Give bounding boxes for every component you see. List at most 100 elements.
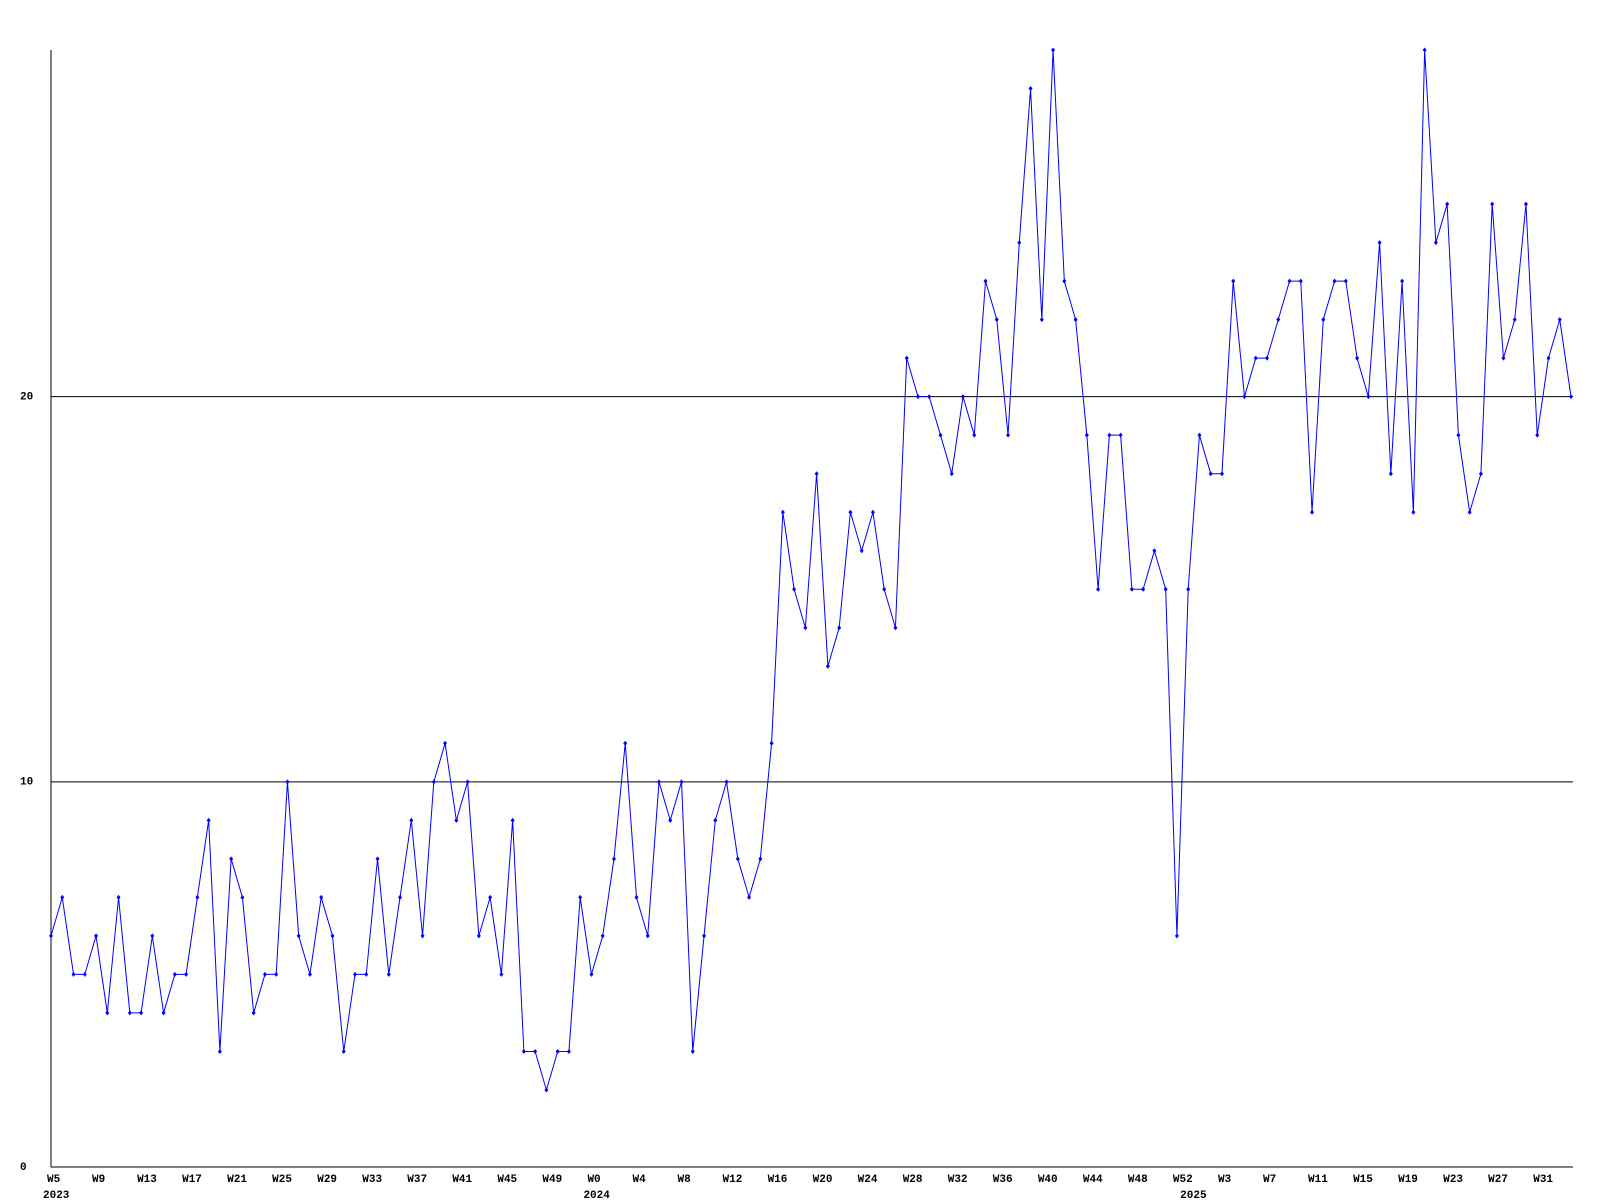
data-point <box>792 586 797 592</box>
data-point <box>94 933 99 939</box>
data-point <box>71 971 76 977</box>
x-tick-label: W4 <box>632 1174 646 1186</box>
data-point <box>139 1010 144 1016</box>
data-point <box>105 1010 110 1016</box>
x-tick-label: W7 <box>1263 1174 1276 1186</box>
data-point <box>803 625 808 631</box>
data-point <box>983 278 988 284</box>
data-point <box>1039 317 1044 323</box>
data-point <box>476 933 481 939</box>
data-point <box>172 971 177 977</box>
x-tick-label: W29 <box>317 1174 337 1186</box>
x-tick-label: W0 <box>587 1174 600 1186</box>
data-point <box>60 894 65 900</box>
x-tick-label: W41 <box>452 1174 472 1186</box>
data-point <box>229 856 234 862</box>
data-point <box>1276 317 1281 323</box>
data-point <box>1118 432 1123 438</box>
data-point <box>1400 278 1405 284</box>
data-point <box>375 856 380 862</box>
data-point <box>769 740 774 746</box>
x-tick-label: W20 <box>813 1174 833 1186</box>
data-point <box>1242 394 1247 400</box>
x-tick-label: W52 <box>1173 1174 1193 1186</box>
data-point <box>1096 586 1101 592</box>
data-point <box>1197 432 1202 438</box>
data-point <box>904 355 909 361</box>
x-tick-label: W13 <box>137 1174 157 1186</box>
data-point <box>893 625 898 631</box>
x-tick-label: W17 <box>182 1174 202 1186</box>
data-point <box>961 394 965 400</box>
data-point <box>488 894 493 900</box>
data-point <box>1355 355 1360 361</box>
data-point <box>1388 471 1393 477</box>
data-point <box>1557 317 1562 323</box>
year-label: 2023 <box>43 1190 70 1200</box>
x-tick-label: W45 <box>497 1174 517 1186</box>
x-tick-label: W40 <box>1038 1174 1058 1186</box>
data-point <box>1051 47 1056 53</box>
data-point <box>1433 240 1438 246</box>
x-tick-label: W27 <box>1488 1174 1508 1186</box>
data-point <box>825 663 830 669</box>
data-point <box>724 779 729 785</box>
data-point <box>611 856 616 862</box>
data-point <box>1163 586 1168 592</box>
data-point <box>758 856 763 862</box>
data-point <box>116 894 121 900</box>
data-point <box>870 509 875 515</box>
x-tick-label: W24 <box>858 1174 878 1186</box>
data-point <box>184 971 189 977</box>
data-point <box>600 933 605 939</box>
data-point <box>1535 432 1540 438</box>
data-point <box>859 548 864 554</box>
data-point <box>161 1010 166 1016</box>
data-point <box>285 779 290 785</box>
data-point <box>1343 278 1348 284</box>
data-point <box>296 933 301 939</box>
data-point <box>1006 432 1011 438</box>
data-point <box>319 894 324 900</box>
data-point <box>837 625 842 631</box>
data-point <box>747 894 752 900</box>
data-point <box>927 394 932 400</box>
data-point <box>1377 240 1382 246</box>
x-tick-label: W8 <box>678 1174 692 1186</box>
data-point <box>735 856 740 862</box>
data-point <box>623 740 628 746</box>
x-tick-label: W44 <box>1083 1174 1103 1186</box>
data-point <box>251 1010 256 1016</box>
data-point <box>431 779 436 785</box>
data-point <box>1265 355 1269 361</box>
data-point <box>1174 933 1179 939</box>
data-point <box>634 894 639 900</box>
x-tick-label: W3 <box>1218 1174 1232 1186</box>
data-point <box>848 509 853 515</box>
data-point <box>645 933 650 939</box>
data-line <box>50 49 1572 1092</box>
data-point <box>307 971 312 977</box>
y-tick-label: 20 <box>20 392 33 404</box>
data-point <box>1411 509 1416 515</box>
data-point <box>882 586 887 592</box>
data-point <box>274 971 279 977</box>
data-point <box>1017 240 1022 246</box>
x-tick-label: W5 <box>47 1174 61 1186</box>
data-point <box>510 817 515 823</box>
x-tick-label: W19 <box>1398 1174 1418 1186</box>
data-point <box>1129 586 1134 592</box>
data-point <box>82 971 87 977</box>
data-point <box>780 509 785 515</box>
x-tick-label: W49 <box>542 1174 562 1186</box>
data-point <box>1287 278 1292 284</box>
x-tick-label: W28 <box>903 1174 923 1186</box>
year-label: 2024 <box>583 1190 610 1200</box>
data-point <box>409 817 414 823</box>
data-point <box>521 1048 526 1054</box>
data-point <box>657 779 661 785</box>
y-tick-label: 10 <box>20 777 33 789</box>
data-point <box>938 432 943 438</box>
data-point <box>217 1048 222 1054</box>
